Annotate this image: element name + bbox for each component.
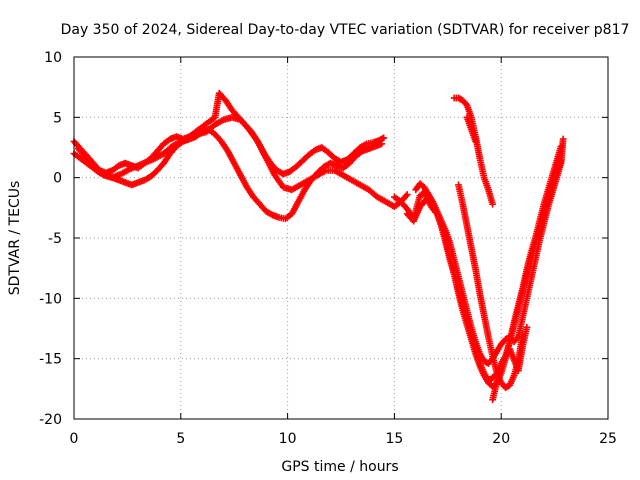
- x-tick-label: 10: [279, 431, 297, 447]
- axis-ticks: [73, 56, 609, 420]
- x-tick-label: 0: [70, 431, 79, 447]
- tick-labels: 0 5 10 15 20 25 -20 -15 -10 -5 0 5 10: [39, 50, 617, 447]
- chart-title: Day 350 of 2024, Sidereal Day-to-day VTE…: [61, 22, 630, 38]
- data-point: [559, 135, 567, 143]
- data-point: [378, 140, 385, 148]
- x-tick-label: 5: [176, 431, 185, 447]
- y-axis-label: SDTVAR / TECUs: [7, 181, 23, 296]
- y-tick-label: -10: [39, 291, 62, 307]
- data-point: [402, 192, 410, 200]
- data-point: [380, 134, 388, 142]
- x-tick-label: 15: [385, 431, 403, 447]
- y-tick-label: 5: [53, 110, 62, 126]
- data-point: [472, 138, 479, 145]
- data-point: [489, 200, 497, 208]
- y-tick-label: 10: [44, 50, 62, 66]
- y-tick-label: -15: [39, 352, 62, 368]
- y-tick-label: -20: [39, 412, 62, 428]
- x-axis-label: GPS time / hours: [281, 459, 398, 475]
- data-points: [70, 89, 567, 404]
- x-tick-label: 20: [492, 431, 510, 447]
- grid-lines: [74, 57, 608, 419]
- data-point: [403, 191, 411, 198]
- y-tick-label: -5: [48, 231, 62, 247]
- data-point: [523, 323, 531, 331]
- x-tick-label: 25: [599, 431, 617, 447]
- y-tick-label: 0: [53, 171, 62, 187]
